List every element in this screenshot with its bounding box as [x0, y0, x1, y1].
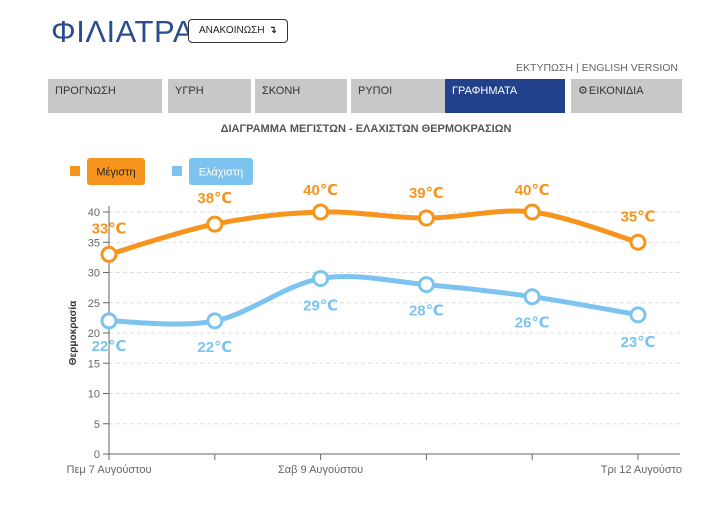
data-point	[312, 270, 330, 288]
data-point	[629, 233, 647, 251]
y-tick-label: 40	[88, 207, 100, 219]
tab-label: ΡΥΠΟΙ	[358, 85, 393, 97]
data-label: 33℃	[92, 220, 127, 237]
tab-label: ΣΚΟΝΗ	[262, 85, 301, 97]
tab-label: ΠΡΟΓΝΩΣΗ	[55, 85, 116, 97]
data-label: 35℃	[621, 208, 656, 225]
tab-forecast[interactable]: ΠΡΟΓΝΩΣΗ	[48, 79, 162, 113]
announcement-button[interactable]: ΑΝΑΚΟΙΝΩΣΗ ↴	[188, 19, 288, 43]
english-version-link[interactable]: ENGLISH VERSION	[581, 62, 678, 74]
tab-icons[interactable]: ⚙ΕΙΚΟΝΙΔΙΑ	[571, 79, 682, 113]
y-tick-label: 30	[88, 268, 100, 280]
series-line	[106, 274, 641, 327]
temperature-chart: ΔΙΑΓΡΑΜΜΑ ΜΕΓΙΣΤΩΝ - ΕΛΑΧΙΣΤΩΝ ΘΕΡΜΟΚΡΑΣ…	[0, 118, 712, 514]
tab-humidity[interactable]: ΥΓΡΗ	[168, 79, 251, 113]
gear-icon: ⚙	[578, 85, 588, 97]
y-tick-label: 25	[88, 298, 100, 310]
y-tick-label: 10	[88, 389, 100, 401]
y-tick-label: 20	[88, 328, 100, 340]
data-label: 40℃	[515, 182, 550, 199]
print-link[interactable]: ΕΚΤΥΠΩΣΗ	[516, 62, 573, 74]
legend-swatch	[70, 166, 80, 176]
tab-label: ΥΓΡΗ	[175, 85, 204, 97]
data-point	[417, 209, 435, 227]
chart-svg: ΔΙΑΓΡΑΜΜΑ ΜΕΓΙΣΤΩΝ - ΕΛΑΧΙΣΤΩΝ ΘΕΡΜΟΚΡΑΣ…	[67, 123, 682, 476]
series-line	[106, 208, 641, 257]
y-axis-label: Θερμοκρασία	[68, 300, 79, 365]
x-tick-label: Σαβ 9 Αυγούστου	[278, 464, 363, 476]
data-label: 26℃	[515, 315, 550, 332]
data-point	[417, 276, 435, 294]
link-separator: |	[575, 62, 579, 74]
data-point	[523, 203, 541, 221]
data-point	[206, 215, 224, 233]
data-point	[523, 288, 541, 306]
data-label: 39℃	[409, 185, 444, 202]
legend-label: Ελάχιστη	[199, 167, 244, 179]
legend-badge	[87, 158, 145, 185]
tab-label: ΓΡΑΦΗΜΑΤΑ	[452, 85, 518, 97]
x-tick-label: Πεμ 7 Αυγούστου	[67, 464, 152, 476]
data-point	[312, 203, 330, 221]
tab-dust[interactable]: ΣΚΟΝΗ	[255, 79, 347, 113]
data-label: 28℃	[409, 303, 444, 320]
data-point	[629, 306, 647, 324]
city-title: ΦΙΛΙΑΤΡΑ	[51, 14, 195, 49]
data-point	[206, 312, 224, 330]
y-tick-label: 0	[94, 449, 100, 461]
y-tick-label: 35	[88, 237, 100, 249]
legend-label: Μέγιστη	[96, 167, 135, 179]
legend-swatch	[172, 166, 182, 176]
data-label: 40℃	[303, 182, 338, 199]
announcement-label: ΑΝΑΚΟΙΝΩΣΗ	[199, 25, 265, 36]
chart-title: ΔΙΑΓΡΑΜΜΑ ΜΕΓΙΣΤΩΝ - ΕΛΑΧΙΣΤΩΝ ΘΕΡΜΟΚΡΑΣ…	[221, 123, 512, 135]
data-label: 22℃	[92, 338, 127, 355]
y-tick-label: 15	[88, 358, 100, 370]
legend-badge	[189, 158, 253, 185]
top-links: ΕΚΤΥΠΩΣΗ | ENGLISH VERSION	[516, 62, 678, 74]
data-label: 23℃	[621, 334, 656, 351]
tab-charts[interactable]: ΓΡΑΦΗΜΑΤΑ	[445, 79, 565, 113]
x-tick-label: Τρι 12 Αυγούστο	[601, 464, 682, 476]
data-point	[100, 245, 118, 263]
data-label: 22℃	[197, 339, 232, 356]
arrow-down-icon: ↴	[268, 25, 277, 36]
data-point	[100, 312, 118, 330]
data-label: 38℃	[197, 190, 232, 207]
data-label: 29℃	[303, 298, 338, 315]
y-tick-label: 5	[94, 419, 100, 431]
tab-label: ΕΙΚΟΝΙΔΙΑ	[588, 85, 644, 97]
